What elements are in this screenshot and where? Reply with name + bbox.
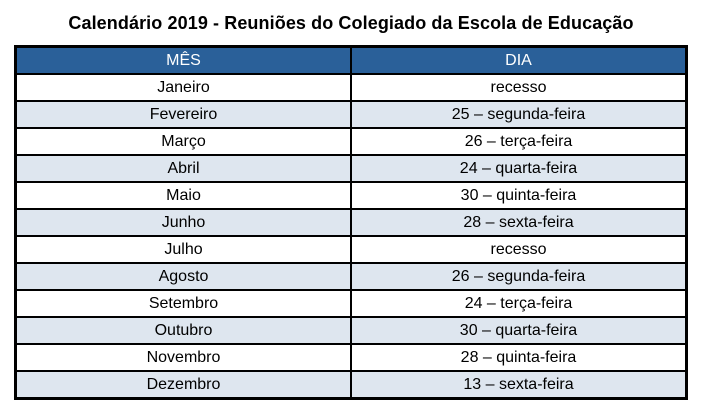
table-row: Junho 28 – sexta-feira [14, 208, 688, 237]
table-row: Setembro 24 – terça-feira [14, 289, 688, 318]
table-row: Julho recesso [14, 235, 688, 264]
table-row: Dezembro 13 – sexta-feira [14, 370, 688, 400]
cell-month: Julho [14, 235, 352, 264]
table-row: Agosto 26 – segunda-feira [14, 262, 688, 291]
table-row: Outubro 30 – quarta-feira [14, 316, 688, 345]
table-row: Fevereiro 25 – segunda-feira [14, 100, 688, 129]
cell-day: 30 – quinta-feira [350, 181, 688, 210]
cell-month: Dezembro [14, 370, 352, 400]
cell-month: Novembro [14, 343, 352, 372]
cell-month: Abril [14, 154, 352, 183]
cell-day: 25 – segunda-feira [350, 100, 688, 129]
table-row: Maio 30 – quinta-feira [14, 181, 688, 210]
cell-day: recesso [350, 235, 688, 264]
cell-month: Agosto [14, 262, 352, 291]
cell-day: recesso [350, 73, 688, 102]
column-header-mes: MÊS [14, 45, 352, 75]
cell-day: 26 – terça-feira [350, 127, 688, 156]
cell-month: Fevereiro [14, 100, 352, 129]
page-title: Calendário 2019 - Reuniões do Colegiado … [68, 13, 634, 33]
cell-month: Setembro [14, 289, 352, 318]
cell-day: 24 – terça-feira [350, 289, 688, 318]
cell-month: Março [14, 127, 352, 156]
cell-month: Maio [14, 181, 352, 210]
cell-day: 28 – quinta-feira [350, 343, 688, 372]
cell-day: 24 – quarta-feira [350, 154, 688, 183]
cell-day: 26 – segunda-feira [350, 262, 688, 291]
cell-month: Outubro [14, 316, 352, 345]
cell-month: Janeiro [14, 73, 352, 102]
column-header-dia: DIA [350, 45, 688, 75]
table-row: Novembro 28 – quinta-feira [14, 343, 688, 372]
cell-day: 28 – sexta-feira [350, 208, 688, 237]
calendar-table: MÊS DIA Janeiro recesso Fevereiro 25 – s… [14, 45, 688, 400]
table-header-row: MÊS DIA [14, 45, 688, 75]
table-row: Abril 24 – quarta-feira [14, 154, 688, 183]
cell-month: Junho [14, 208, 352, 237]
table-row: Março 26 – terça-feira [14, 127, 688, 156]
cell-day: 13 – sexta-feira [350, 370, 688, 400]
table-row: Janeiro recesso [14, 73, 688, 102]
cell-day: 30 – quarta-feira [350, 316, 688, 345]
